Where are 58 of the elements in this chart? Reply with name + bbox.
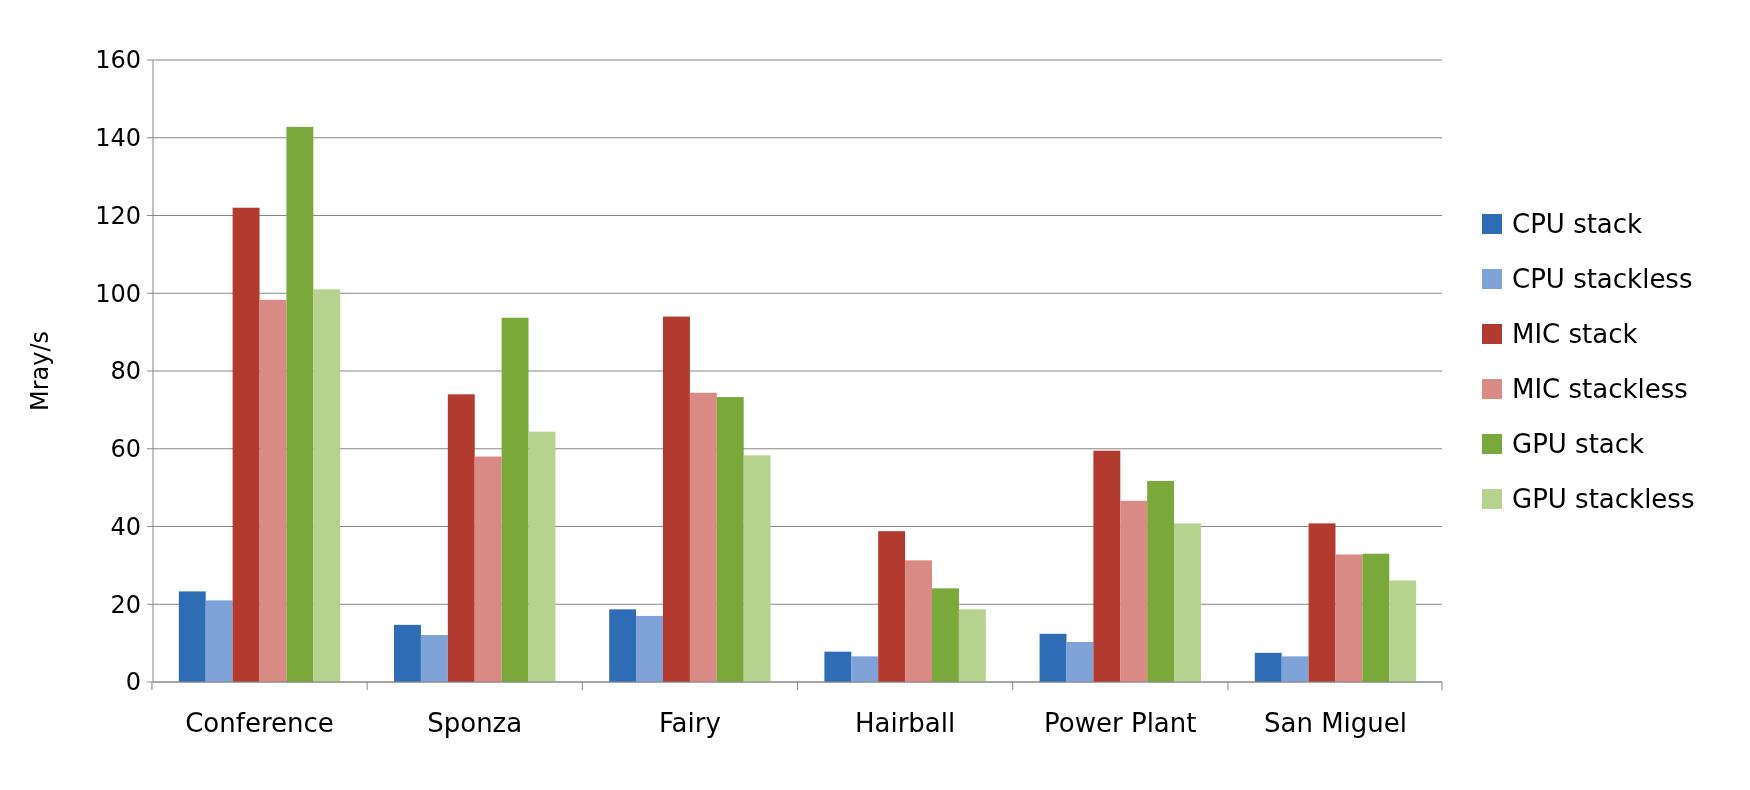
x-tick-label: Conference xyxy=(185,708,334,738)
x-tick-label: San Miguel xyxy=(1263,708,1407,738)
bar xyxy=(447,394,475,682)
bar xyxy=(1362,553,1390,682)
legend-label: GPU stack xyxy=(1512,429,1645,460)
bar xyxy=(851,656,879,682)
y-tick-label: 60 xyxy=(110,435,141,464)
y-tick-label: 40 xyxy=(110,512,141,541)
y-tick-label: 0 xyxy=(125,668,141,697)
bar xyxy=(232,207,260,682)
x-tick-label: Power Plant xyxy=(1044,708,1197,738)
legend-label: CPU stack xyxy=(1512,209,1643,240)
bar xyxy=(1174,523,1201,682)
y-tick-label: 20 xyxy=(110,590,141,619)
bar xyxy=(1389,580,1417,682)
bar xyxy=(394,624,421,682)
bar xyxy=(1147,481,1175,682)
bar xyxy=(824,651,852,682)
bar xyxy=(1093,450,1121,682)
bar xyxy=(878,531,906,682)
bar xyxy=(286,126,314,682)
bar xyxy=(743,455,771,682)
x-tick-label: Fairy xyxy=(659,708,721,738)
y-tick-label: 80 xyxy=(110,357,141,386)
y-tick-label: 160 xyxy=(95,46,141,75)
bar xyxy=(905,560,932,682)
bar xyxy=(1335,554,1363,682)
x-tick-label: Hairball xyxy=(854,708,956,738)
bar xyxy=(205,600,233,682)
x-tick-label: Sponza xyxy=(427,708,523,738)
bar xyxy=(1254,652,1282,682)
bar xyxy=(1066,641,1094,682)
bar xyxy=(178,591,206,682)
y-tick-label: 120 xyxy=(95,201,141,230)
bar xyxy=(609,609,637,682)
legend-label: GPU stackless xyxy=(1512,484,1695,515)
bar xyxy=(716,397,744,682)
bar xyxy=(958,609,986,682)
bar xyxy=(313,289,341,682)
bar xyxy=(1039,633,1067,682)
y-tick-label: 100 xyxy=(95,279,141,308)
y-axis-title: Mray/s xyxy=(26,330,54,412)
bar xyxy=(932,588,959,682)
bar xyxy=(501,317,529,682)
legend-label: MIC stack xyxy=(1512,319,1638,350)
bar xyxy=(259,299,287,682)
bar xyxy=(1120,500,1148,682)
bar xyxy=(420,634,448,682)
bar xyxy=(528,431,556,682)
bar xyxy=(663,316,690,682)
bar xyxy=(1308,523,1336,682)
bar xyxy=(1281,656,1309,682)
bar xyxy=(689,392,717,682)
legend-label: CPU stackless xyxy=(1512,264,1693,295)
legend-label: MIC stackless xyxy=(1512,374,1688,405)
bar xyxy=(474,456,502,682)
bar xyxy=(636,615,664,682)
y-tick-label: 140 xyxy=(95,124,141,153)
